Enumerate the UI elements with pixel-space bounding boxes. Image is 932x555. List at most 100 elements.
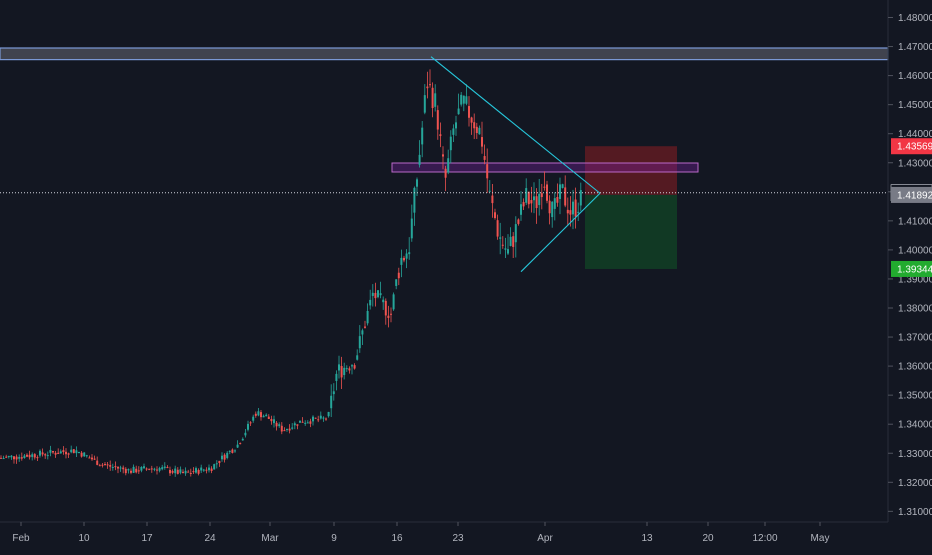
time-tick-label: Apr: [537, 533, 553, 544]
candle-body: [522, 202, 525, 207]
candle-body: [44, 454, 47, 456]
candle-body: [75, 450, 78, 454]
candle-body: [517, 219, 520, 224]
time-tick-label: Mar: [261, 533, 279, 544]
candle-body: [447, 158, 450, 173]
price-tick-label: 1.39000: [898, 274, 932, 285]
candle-body: [176, 469, 179, 474]
time-tick-label: May: [811, 533, 830, 544]
candle-body: [296, 424, 299, 426]
candle-body: [418, 154, 421, 165]
candle-body: [309, 421, 312, 424]
candle-body: [166, 467, 169, 469]
candle-body: [145, 468, 148, 470]
candle-body: [283, 430, 286, 432]
candle-body: [478, 127, 481, 135]
price-tick-label: 1.43000: [898, 158, 932, 169]
time-tick-label: 10: [78, 533, 90, 544]
candle-body: [130, 470, 132, 473]
candle-body: [335, 373, 338, 381]
candle-body: [72, 449, 75, 454]
candle-body: [96, 460, 99, 465]
candle-body: [78, 452, 80, 454]
candle-body: [327, 411, 330, 417]
candle-body: [400, 257, 403, 265]
candle-body: [525, 188, 528, 203]
price-tick-label: 1.40000: [898, 245, 932, 256]
time-axis[interactable]: Feb 10 17 24 Mar 9 16 23 Apr 13 20 12:00 May: [12, 522, 829, 544]
candle-body: [210, 468, 213, 471]
candle-body: [88, 457, 91, 459]
candle-body: [426, 86, 429, 89]
candle-body: [262, 415, 265, 418]
candle-body: [189, 472, 192, 474]
time-tick-label: 17: [141, 533, 153, 544]
candle-body: [468, 106, 470, 118]
take-profit-zone[interactable]: [585, 194, 677, 269]
candle-body: [286, 428, 288, 430]
mid-zone[interactable]: [391, 162, 699, 173]
candle-body: [270, 419, 273, 422]
candle-body: [205, 469, 208, 471]
candle-body: [234, 450, 236, 452]
candle-body: [348, 368, 351, 371]
candle-body: [436, 110, 439, 130]
candle-body: [416, 179, 418, 187]
candle-body: [228, 450, 231, 452]
time-tick-label: 13: [641, 533, 653, 544]
resistance-zone[interactable]: [0, 47, 889, 61]
candle-body: [496, 220, 499, 237]
candle-body: [106, 464, 109, 466]
trendline-upper[interactable]: [430, 56, 601, 194]
candle-body: [187, 471, 190, 473]
candle-body: [249, 422, 252, 424]
trendline-lower[interactable]: [520, 192, 601, 273]
candle-body: [163, 466, 166, 468]
candle-body: [247, 423, 249, 430]
candle-body: [353, 365, 356, 369]
candle-body: [111, 466, 114, 468]
price-label-text: 1.41892: [897, 190, 932, 201]
candle-body: [280, 425, 283, 432]
candle-body: [564, 187, 567, 206]
candle-body: [213, 464, 216, 470]
candle-body: [553, 198, 556, 209]
candle-body: [39, 450, 41, 456]
time-tick-label: 16: [391, 533, 403, 544]
candle-body: [473, 122, 476, 129]
candle-body: [364, 326, 366, 328]
candle-body: [499, 237, 502, 239]
candle-body: [244, 432, 247, 436]
candle-body: [65, 451, 67, 455]
candle-body: [538, 193, 541, 206]
candle-body: [403, 257, 405, 261]
candle-body: [28, 454, 31, 458]
candle-body: [566, 209, 569, 214]
candle-body: [314, 417, 317, 419]
price-tick-label: 1.35000: [898, 391, 932, 402]
candle-body: [501, 244, 504, 246]
price-tick-label: 1.36000: [898, 362, 932, 373]
candle-body: [457, 108, 460, 115]
candle-body: [405, 253, 408, 259]
candle-body: [202, 469, 205, 471]
candle-body: [192, 471, 195, 473]
candle-body: [137, 470, 140, 472]
candle-body: [301, 421, 304, 423]
candle-body: [527, 191, 530, 205]
candle-body: [374, 292, 377, 299]
stop-loss-zone[interactable]: [585, 146, 677, 195]
candle-body: [241, 438, 244, 441]
candle-body: [132, 466, 135, 473]
price-label-stop: 1.43569: [891, 138, 932, 155]
candle-body: [135, 468, 138, 473]
candle-body: [171, 470, 174, 473]
candle-body: [15, 456, 18, 460]
candle-body: [379, 293, 382, 296]
candle-body: [330, 395, 333, 409]
candle-body: [462, 95, 465, 104]
